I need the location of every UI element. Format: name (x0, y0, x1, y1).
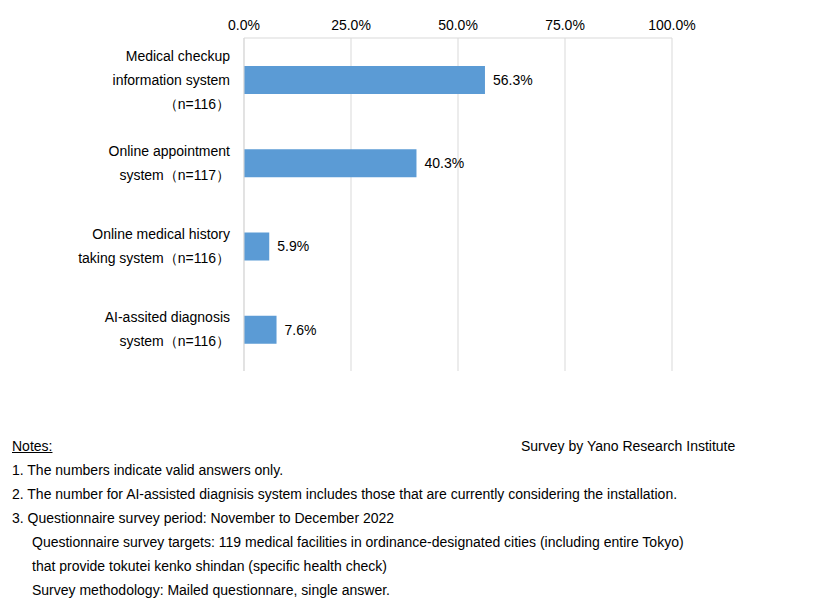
svg-text:Online appointmentsystem（n=117: Online appointmentsystem（n=117） (109, 143, 231, 183)
svg-text:5.9%: 5.9% (277, 238, 309, 254)
svg-text:7.6%: 7.6% (285, 322, 317, 338)
svg-text:25.0%: 25.0% (331, 17, 371, 33)
svg-text:0.0%: 0.0% (228, 17, 260, 33)
html-text:2. The number for AI-assisted: 2. The number for AI-assisted diagnisis … (12, 486, 678, 502)
html-text:1. The numbers indicate valid: 1. The numbers indicate valid answers on… (12, 462, 284, 478)
svg-text:Medical checkupinformation sys: Medical checkupinformation system（n=116） (113, 48, 231, 112)
svg-text:56.3%: 56.3% (493, 72, 533, 88)
html-text:3. Questionnaire survey period: 3. Questionnaire survey period: November… (12, 510, 395, 526)
svg-text:AI-assited diagnosissystem（n=1: AI-assited diagnosissystem（n=116） (105, 309, 230, 349)
html-text:Notes:: Notes: (12, 438, 53, 454)
svg-text:50.0%: 50.0% (438, 17, 478, 33)
svg-text:40.3%: 40.3% (424, 155, 464, 171)
html-text:Survey by Yano Research Instit: Survey by Yano Research Institute (521, 438, 736, 454)
html-text:Questionnaire survey targets:: Questionnaire survey targets: 119 medica… (32, 534, 684, 550)
html-text:that provide tokutei kenko shi: that provide tokutei kenko shindan (spec… (32, 558, 387, 574)
html-text:Survey methodology: Mailed que: Survey methodology: Mailed questionnare,… (32, 582, 390, 598)
svg-text:100.0%: 100.0% (648, 17, 695, 33)
svg-text:75.0%: 75.0% (545, 17, 585, 33)
svg-text:Online medical historytaking s: Online medical historytaking system（n=11… (78, 226, 230, 266)
